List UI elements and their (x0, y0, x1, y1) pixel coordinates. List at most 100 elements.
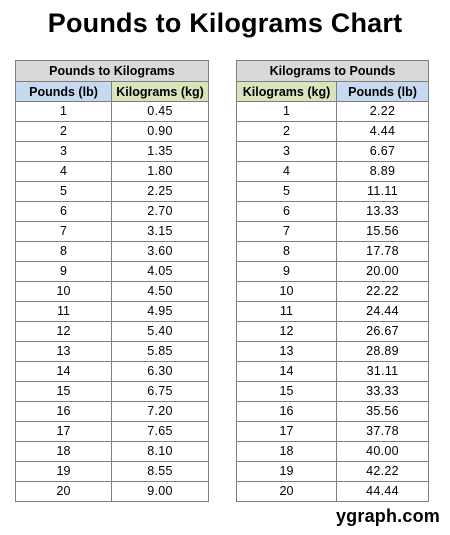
lb-to-kg-result-cell: 8.55 (110, 461, 210, 482)
lb-to-kg-input-cell: 16 (15, 401, 112, 422)
table-row: 7 15.56 (236, 221, 430, 242)
lb-to-kg-result-cell: 3.15 (110, 221, 210, 242)
lb-to-kg-kilograms-header: Kilograms (kg) (110, 81, 210, 102)
kg-to-lb-input-cell: 11 (236, 301, 337, 322)
lb-to-kg-input-cell: 12 (15, 321, 112, 342)
kg-to-lb-result-cell: 8.89 (335, 161, 430, 182)
kg-to-lb-input-cell: 7 (236, 221, 337, 242)
table-row: 13 5.85 (15, 341, 210, 362)
table-row: 19 42.22 (236, 461, 430, 482)
table-row: 4 8.89 (236, 161, 430, 182)
kg-to-lb-result-cell: 44.44 (335, 481, 430, 502)
table-row: 10 4.50 (15, 281, 210, 302)
kg-to-lb-result-cell: 33.33 (335, 381, 430, 402)
lb-to-kg-result-cell: 0.90 (110, 121, 210, 142)
lb-to-kg-result-cell: 5.85 (110, 341, 210, 362)
kg-to-lb-input-cell: 9 (236, 261, 337, 282)
table-row: 9 4.05 (15, 261, 210, 282)
lb-to-kg-input-cell: 13 (15, 341, 112, 362)
kg-to-lb-input-cell: 18 (236, 441, 337, 462)
kg-to-lb-input-cell: 14 (236, 361, 337, 382)
table-row: 15 33.33 (236, 381, 430, 402)
kg-to-lb-input-cell: 12 (236, 321, 337, 342)
kg-to-lb-result-cell: 35.56 (335, 401, 430, 422)
lb-to-kg-input-cell: 5 (15, 181, 112, 202)
lb-to-kg-input-cell: 17 (15, 421, 112, 442)
table-row: 12 5.40 (15, 321, 210, 342)
lb-to-kg-result-cell: 0.45 (110, 101, 210, 122)
table-row: 3 1.35 (15, 141, 210, 162)
lb-to-kg-input-cell: 18 (15, 441, 112, 462)
kg-to-lb-result-cell: 26.67 (335, 321, 430, 342)
table-row: 20 9.00 (15, 481, 210, 502)
lb-to-kg-result-cell: 1.35 (110, 141, 210, 162)
kg-to-lb-result-cell: 11.11 (335, 181, 430, 202)
table-row: 5 2.25 (15, 181, 210, 202)
lb-to-kg-input-cell: 19 (15, 461, 112, 482)
table-row: 19 8.55 (15, 461, 210, 482)
kg-to-lb-input-cell: 1 (236, 101, 337, 122)
kg-to-lb-input-cell: 15 (236, 381, 337, 402)
lb-to-kg-result-cell: 8.10 (110, 441, 210, 462)
kg-to-lb-result-cell: 37.78 (335, 421, 430, 442)
lb-to-kg-result-cell: 7.20 (110, 401, 210, 422)
lb-to-kg-result-cell: 1.80 (110, 161, 210, 182)
lb-to-kg-pounds-header: Pounds (lb) (15, 81, 112, 102)
lb-to-kg-result-cell: 9.00 (110, 481, 210, 502)
table-row: 20 44.44 (236, 481, 430, 502)
lb-to-kg-result-cell: 7.65 (110, 421, 210, 442)
lb-to-kg-input-cell: 7 (15, 221, 112, 242)
kg-to-lb-input-cell: 6 (236, 201, 337, 222)
table-row: 2 4.44 (236, 121, 430, 142)
table-row: 18 40.00 (236, 441, 430, 462)
kg-to-lb-result-cell: 20.00 (335, 261, 430, 282)
kg-to-lb-rows: 1 2.22 2 4.44 3 6.67 4 8.89 5 11.11 6 13.33 7 15.56 8 1… (236, 101, 430, 502)
kg-to-lb-input-cell: 4 (236, 161, 337, 182)
lb-to-kg-table: Pounds to Kilograms Pounds (lb) Kilogram… (14, 60, 210, 502)
lb-to-kg-input-cell: 3 (15, 141, 112, 162)
kg-to-lb-result-cell: 2.22 (335, 101, 430, 122)
kg-to-lb-input-cell: 16 (236, 401, 337, 422)
table-row: 17 7.65 (15, 421, 210, 442)
table-row: 15 6.75 (15, 381, 210, 402)
lb-to-kg-input-cell: 8 (15, 241, 112, 262)
lb-to-kg-input-cell: 9 (15, 261, 112, 282)
kg-to-lb-result-cell: 22.22 (335, 281, 430, 302)
kg-to-lb-result-cell: 28.89 (335, 341, 430, 362)
page-title: Pounds to Kilograms Chart (47, 8, 403, 38)
table-row: 18 8.10 (15, 441, 210, 462)
lb-to-kg-input-cell: 15 (15, 381, 112, 402)
lb-to-kg-result-cell: 4.05 (110, 261, 210, 282)
table-row: 9 20.00 (236, 261, 430, 282)
kg-to-lb-result-cell: 31.11 (335, 361, 430, 382)
kg-to-lb-input-cell: 10 (236, 281, 337, 302)
lb-to-kg-input-cell: 20 (15, 481, 112, 502)
table-row: 1 0.45 (15, 101, 210, 122)
lb-to-kg-result-cell: 4.50 (110, 281, 210, 302)
lb-to-kg-input-cell: 14 (15, 361, 112, 382)
kg-to-lb-table: Kilograms to Pounds Kilograms (kg) Pound… (235, 60, 430, 502)
table-row: 1 2.22 (236, 101, 430, 122)
kg-to-lb-result-cell: 6.67 (335, 141, 430, 162)
kg-to-lb-result-cell: 4.44 (335, 121, 430, 142)
table-row: 8 17.78 (236, 241, 430, 262)
kg-to-lb-result-cell: 13.33 (335, 201, 430, 222)
lb-to-kg-result-cell: 2.70 (110, 201, 210, 222)
table-row: 6 2.70 (15, 201, 210, 222)
table-row: 10 22.22 (236, 281, 430, 302)
kg-to-lb-input-cell: 2 (236, 121, 337, 142)
brand-watermark: ygraph.com (335, 506, 440, 526)
table-row: 16 35.56 (236, 401, 430, 422)
table-row: 12 26.67 (236, 321, 430, 342)
lb-to-kg-caption: Pounds to Kilograms (14, 60, 210, 82)
lb-to-kg-input-cell: 10 (15, 281, 112, 302)
lb-to-kg-result-cell: 5.40 (110, 321, 210, 342)
kg-to-lb-input-cell: 19 (236, 461, 337, 482)
kg-to-lb-input-cell: 13 (236, 341, 337, 362)
lb-to-kg-input-cell: 6 (15, 201, 112, 222)
kg-to-lb-pounds-header: Pounds (lb) (335, 81, 430, 102)
table-row: 8 3.60 (15, 241, 210, 262)
kg-to-lb-input-cell: 20 (236, 481, 337, 502)
table-row: 3 6.67 (236, 141, 430, 162)
lb-to-kg-result-cell: 3.60 (110, 241, 210, 262)
